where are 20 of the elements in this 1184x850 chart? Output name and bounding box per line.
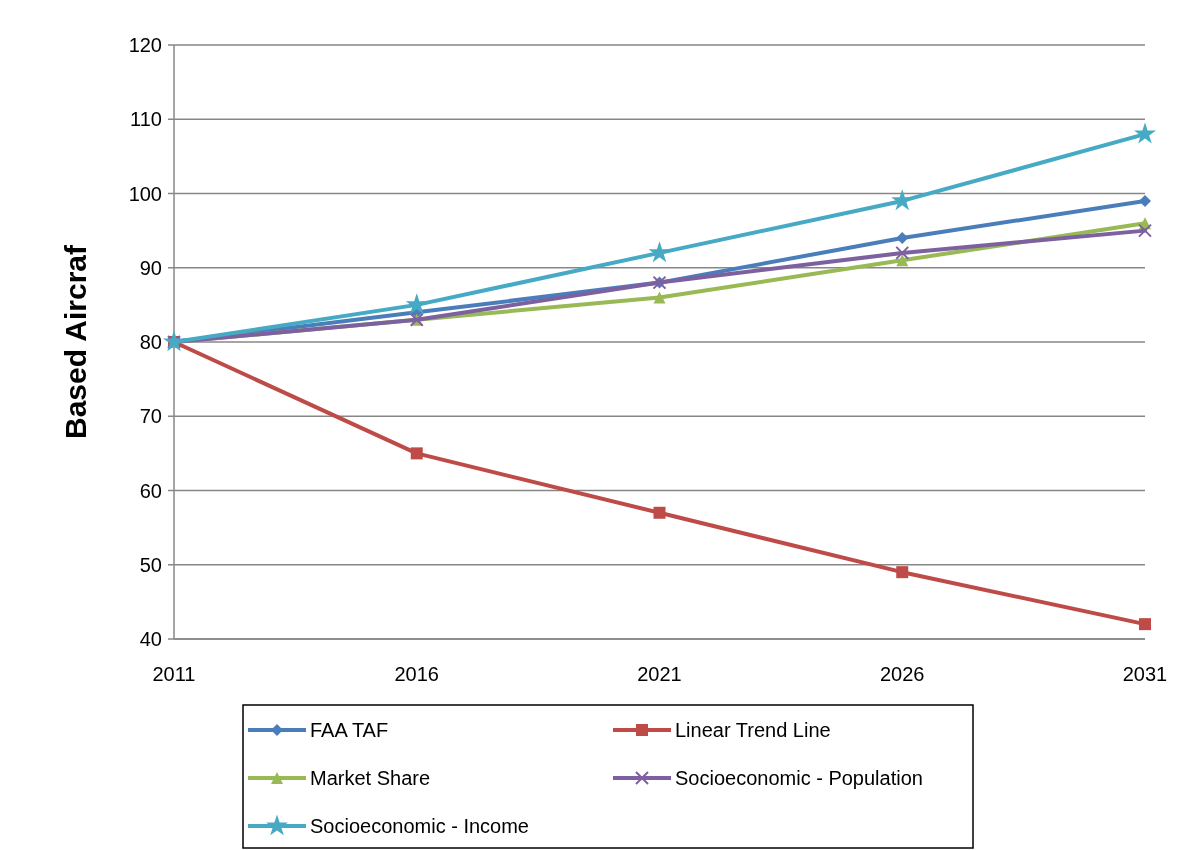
x-tick-label: 2011 [152,663,196,685]
y-axis-title: Based Aircraf [59,244,92,439]
y-tick-label: 100 [128,182,162,205]
x-tick-label: 2026 [880,663,925,685]
y-tick-label: 80 [139,331,162,353]
legend-label: Linear Trend Line [675,719,831,741]
y-tick-label: 40 [139,628,162,650]
y-tick-label: 110 [130,108,162,131]
x-tick-label: 2016 [394,663,439,685]
y-tick-label: 50 [139,553,162,576]
legend-label: FAA TAF [310,719,389,741]
y-tick-label: 70 [139,405,162,428]
x-tick-label: 2021 [637,663,682,685]
legend-label: Socioeconomic - Population [675,767,923,789]
y-tick-label: 90 [139,256,162,279]
legend-label: Market Share [310,767,431,789]
legend-label: Socioeconomic - Income [310,815,529,837]
x-tick-label: 2031 [1122,663,1168,685]
y-tick-label: 60 [139,479,162,502]
y-tick-label: 120 [128,34,162,56]
